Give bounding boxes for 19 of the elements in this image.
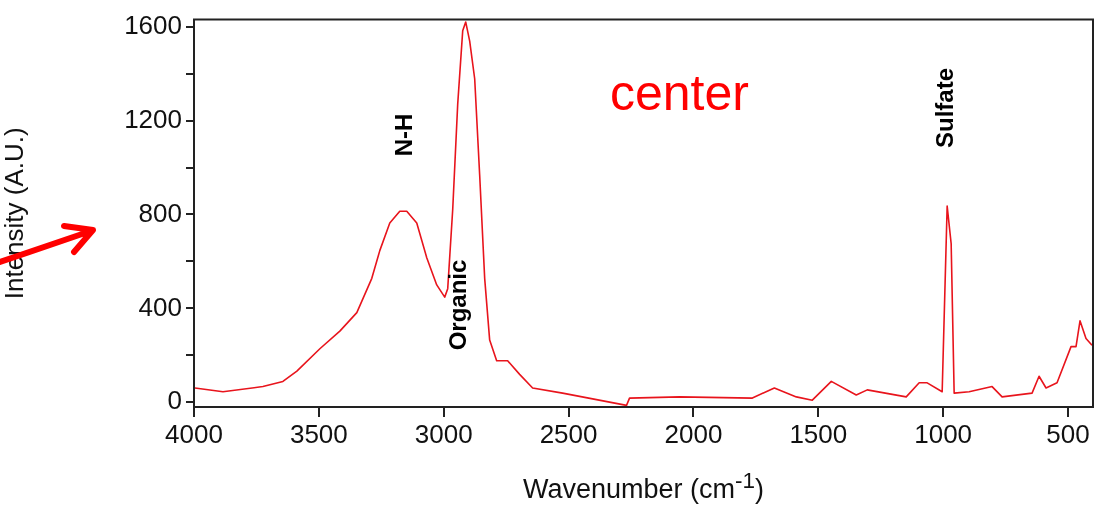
x-tick-label: 3500 (289, 418, 348, 449)
y-axis-title: Intensity (A.U.) (0, 127, 29, 300)
x-tick-label: 3000 (414, 418, 473, 449)
x-tick-label: 2500 (539, 418, 598, 449)
x-axis-title: Wavenumber (cm$^{-1}$) (521, 468, 766, 505)
y-tick-label: 400 (138, 291, 182, 322)
y-tick-label: 1600 (124, 9, 182, 40)
annotation: Organic (444, 259, 471, 351)
y-tick-label: 0 (167, 385, 182, 416)
x-tick-label: 1500 (789, 418, 848, 449)
annotation: Sulfate (931, 67, 958, 149)
x-tick-label: 500 (1046, 418, 1090, 449)
annotation: N-H (390, 113, 417, 157)
y-tick-label: 800 (138, 197, 182, 228)
x-tick-label: 2000 (664, 418, 723, 449)
annotation: center (610, 65, 749, 121)
y-tick-label: 1200 (124, 103, 182, 134)
x-tick-label: 1000 (914, 418, 973, 449)
x-tick-label: 4000 (165, 418, 223, 449)
